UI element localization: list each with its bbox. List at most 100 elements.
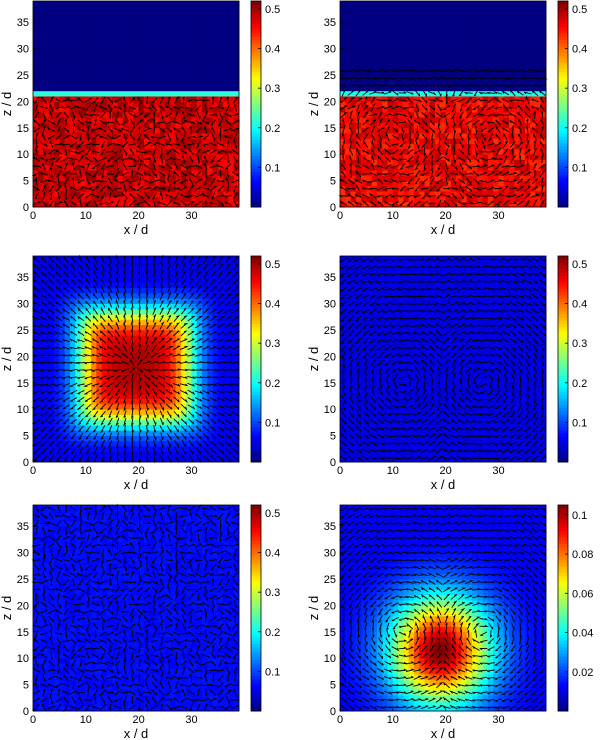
heatmap-cell bbox=[117, 351, 124, 357]
velocity-arrow bbox=[526, 133, 529, 142]
heatmap-cell bbox=[112, 1, 118, 7]
heatmap-cell bbox=[456, 80, 462, 86]
colorbar-segment bbox=[558, 152, 568, 156]
heatmap-cell bbox=[398, 37, 404, 44]
heatmap-cell bbox=[535, 37, 542, 44]
velocity-arrow bbox=[538, 164, 548, 169]
heatmap-cell bbox=[392, 117, 399, 123]
heatmap-cell bbox=[96, 6, 103, 12]
heatmap-cell bbox=[80, 53, 87, 60]
heatmap-cell bbox=[106, 319, 113, 326]
heatmap-cell bbox=[466, 170, 473, 176]
velocity-arrow bbox=[376, 69, 386, 73]
heatmap-cell bbox=[228, 27, 235, 34]
velocity-arrow bbox=[76, 141, 84, 148]
velocity-arrow bbox=[399, 141, 406, 148]
heatmap-cell bbox=[355, 43, 362, 49]
heatmap-cell bbox=[361, 101, 367, 108]
heatmap-cell bbox=[106, 271, 113, 278]
heatmap-cell bbox=[69, 419, 76, 426]
x-tick-label: 0 bbox=[30, 210, 36, 222]
heatmap-cell bbox=[212, 180, 219, 187]
heatmap-cell bbox=[85, 414, 92, 421]
heatmap-cell bbox=[487, 11, 494, 18]
heatmap-cell bbox=[387, 69, 394, 76]
heatmap-cell bbox=[202, 106, 208, 113]
velocity-arrow bbox=[383, 113, 392, 117]
heatmap-cell bbox=[106, 74, 113, 81]
heatmap-cell bbox=[80, 435, 87, 442]
heatmap-cell bbox=[48, 266, 55, 273]
velocity-arrow bbox=[222, 151, 233, 154]
heatmap-cell bbox=[149, 85, 155, 92]
heatmap-cell bbox=[530, 111, 536, 118]
velocity-arrow bbox=[517, 104, 523, 111]
heatmap-cell bbox=[80, 22, 87, 28]
heatmap-cell bbox=[398, 164, 404, 171]
heatmap-cell bbox=[450, 1, 457, 7]
heatmap-cell bbox=[419, 148, 425, 155]
heatmap-cell bbox=[202, 164, 208, 171]
heatmap-cell bbox=[350, 143, 357, 150]
heatmap-cell bbox=[38, 303, 44, 310]
heatmap-cell bbox=[85, 261, 92, 267]
heatmap-cell bbox=[429, 201, 436, 208]
heatmap-cell bbox=[514, 69, 520, 76]
heatmap-cell bbox=[524, 106, 531, 113]
heatmap-cell bbox=[69, 43, 76, 49]
velocity-arrow bbox=[472, 186, 481, 191]
heatmap-cell bbox=[191, 164, 198, 171]
heatmap-cell bbox=[38, 175, 44, 181]
velocity-arrow bbox=[518, 126, 522, 134]
heatmap bbox=[33, 1, 240, 208]
heatmap-cell bbox=[54, 201, 60, 208]
heatmap-cell bbox=[477, 90, 484, 97]
velocity-arrow bbox=[114, 170, 121, 178]
heatmap-cell bbox=[445, 138, 452, 145]
heatmap-cell bbox=[54, 308, 60, 315]
heatmap-cell bbox=[519, 11, 526, 18]
heatmap-cell bbox=[85, 314, 92, 320]
heatmap-cell bbox=[212, 85, 219, 92]
heatmap-cell bbox=[38, 1, 44, 7]
velocity-arrow bbox=[158, 164, 166, 169]
heatmap-cell bbox=[435, 16, 441, 23]
heatmap-cell bbox=[387, 138, 394, 145]
velocity-arrow bbox=[466, 104, 472, 111]
heatmap-cell bbox=[186, 90, 192, 97]
heatmap-cell bbox=[461, 48, 468, 55]
heatmap-cell bbox=[38, 59, 44, 65]
heatmap-cell bbox=[91, 271, 97, 278]
heatmap-cell bbox=[43, 170, 50, 176]
heatmap-cell bbox=[382, 27, 388, 34]
heatmap-cell bbox=[392, 53, 399, 60]
heatmap-cell bbox=[128, 148, 134, 155]
heatmap-cell bbox=[59, 48, 66, 55]
heatmap-cell bbox=[477, 133, 484, 139]
heatmap-cell bbox=[106, 59, 113, 65]
heatmap-cell bbox=[159, 154, 166, 160]
heatmap-cell bbox=[366, 53, 373, 60]
heatmap-cell bbox=[196, 43, 203, 49]
velocity-arrow bbox=[47, 134, 56, 140]
heatmap-cell bbox=[96, 111, 103, 118]
heatmap-cell bbox=[85, 377, 92, 384]
heatmap-cell bbox=[122, 191, 129, 197]
heatmap-cell bbox=[91, 335, 97, 341]
heatmap-cell bbox=[371, 164, 378, 171]
heatmap-cell bbox=[524, 69, 531, 76]
velocity-arrow bbox=[398, 76, 407, 80]
heatmap-cell bbox=[435, 117, 441, 123]
velocity-arrow bbox=[106, 134, 114, 140]
heatmap-cell bbox=[154, 16, 161, 23]
heatmap-cell bbox=[91, 303, 97, 310]
heatmap-cell bbox=[361, 1, 367, 7]
heatmap-cell bbox=[207, 11, 213, 18]
heatmap-cell bbox=[408, 196, 415, 203]
heatmap-cell bbox=[509, 143, 515, 150]
heatmap-cell bbox=[175, 122, 182, 129]
heatmap-cell bbox=[535, 69, 542, 76]
velocity-arrow bbox=[84, 187, 92, 190]
heatmap-cell bbox=[361, 117, 367, 123]
heatmap-cell bbox=[207, 16, 213, 23]
